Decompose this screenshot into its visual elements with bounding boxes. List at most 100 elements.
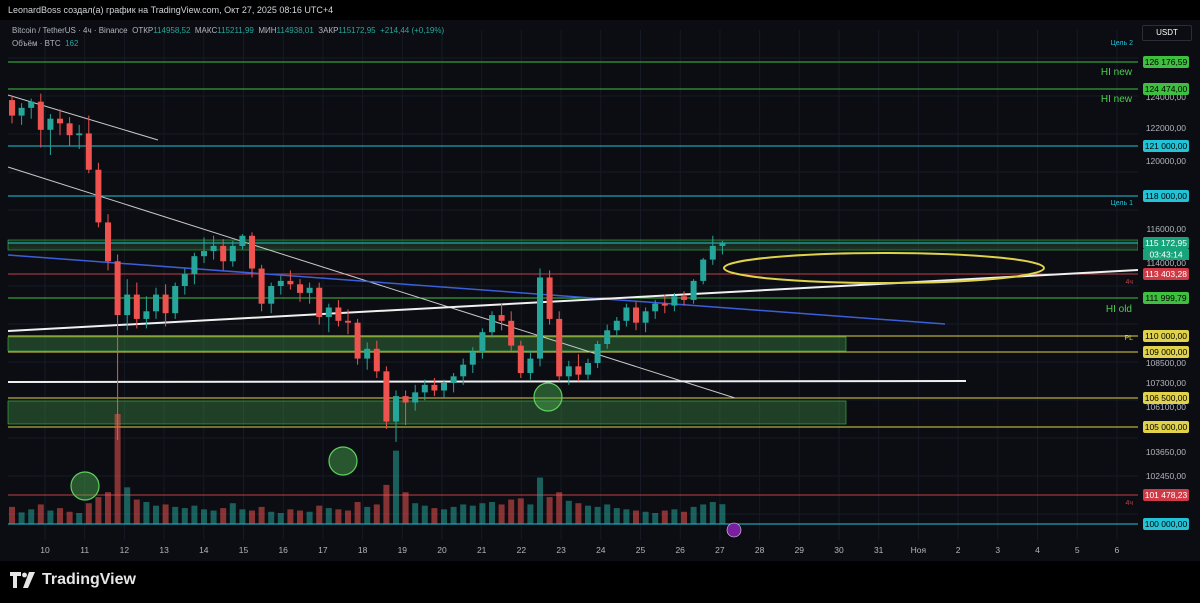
candle-body	[719, 242, 726, 246]
price-label-badge	[1143, 392, 1189, 404]
price-tick-label: 122000,00	[1146, 123, 1186, 133]
volume-bar	[441, 509, 447, 524]
candle-body	[239, 235, 246, 246]
tradingview-logo-icon	[10, 572, 35, 588]
volume-bar	[335, 509, 342, 524]
close-value: 115172,95	[338, 26, 376, 35]
price-label-badge	[1143, 330, 1189, 342]
volume-bar	[527, 504, 534, 524]
volume-bar	[47, 510, 54, 524]
low-label: МИН	[258, 26, 277, 35]
volume-legend: Объём · BTC 162	[12, 39, 78, 48]
candle-body	[201, 251, 207, 257]
currency-button[interactable]: USDT	[1142, 25, 1192, 41]
price-label-badge	[1143, 346, 1189, 358]
volume-bar	[633, 510, 639, 524]
volume-bar	[719, 504, 726, 524]
demand-zone-lower	[7, 400, 847, 425]
annotation-hi-new: HI new	[1101, 94, 1133, 105]
volume-bar	[421, 505, 428, 524]
candle-body	[421, 384, 428, 393]
candle-body	[105, 222, 111, 262]
price-label-text: 124 474,00	[1145, 84, 1188, 94]
time-tick-label: 3	[995, 545, 1000, 555]
candle-body	[57, 118, 63, 124]
candle-body	[700, 259, 707, 281]
time-tick-label: 12	[120, 545, 130, 555]
volume-bar	[85, 503, 92, 524]
demand-zone-upper	[7, 336, 847, 352]
volume-bar	[153, 505, 159, 524]
annotation-hi-old: HI old	[1106, 304, 1132, 315]
volume-bar	[220, 508, 227, 524]
price-line-tag: 4ч	[1125, 279, 1133, 286]
candle-body	[297, 284, 303, 293]
time-tick-label: 23	[556, 545, 566, 555]
price-label-text: 111 999,79	[1145, 293, 1187, 303]
candle-body	[210, 245, 217, 252]
volume-bar	[306, 511, 313, 524]
price-label-text: 126 176,59	[1145, 57, 1188, 67]
price-label-badge	[1143, 56, 1189, 68]
symbol-name[interactable]: Bitcoin / TetherUS · 4ч · Binance	[12, 26, 128, 35]
price-label-badge	[1143, 489, 1189, 501]
volume-bars	[9, 414, 726, 524]
volume-bar	[287, 509, 294, 524]
volume-bar	[249, 510, 255, 524]
candle-body	[354, 322, 361, 359]
brand-name: TradingView	[42, 571, 136, 588]
trendline-support	[7, 269, 1139, 332]
candle-body	[220, 245, 227, 262]
candle-body	[393, 396, 399, 422]
volume-bar	[690, 506, 697, 524]
price-tick-label: 120000,00	[1146, 156, 1186, 166]
candle-body	[565, 366, 572, 377]
candles	[9, 93, 726, 442]
volume-label[interactable]: Объём · BTC	[12, 39, 61, 48]
open-label: ОТКР	[132, 26, 154, 35]
candle-body	[613, 320, 620, 331]
tradingview-logo: TradingView	[10, 571, 136, 589]
volume-bar	[258, 506, 265, 524]
candle-body	[124, 294, 131, 316]
price-label-text: 110 000,00	[1145, 331, 1187, 341]
volume-bar	[594, 506, 601, 524]
volume-bar	[556, 492, 563, 524]
marker-circle	[70, 471, 100, 501]
price-label-text: 121 000,00	[1145, 141, 1188, 151]
volume-bar	[709, 502, 716, 524]
time-tick-label: 15	[239, 545, 249, 555]
volume-bar	[239, 509, 246, 524]
volume-bar	[393, 450, 399, 524]
candle-body	[431, 384, 438, 391]
volume-bar	[229, 503, 236, 524]
candle-body	[345, 320, 351, 323]
price-label-text: 101 478,23	[1145, 490, 1188, 500]
candle-body	[277, 280, 284, 287]
time-tick-label: 11	[80, 545, 89, 555]
candle-body	[383, 371, 390, 422]
volume-bar	[114, 414, 121, 524]
price-label-badge	[1143, 268, 1189, 280]
volume-bar	[642, 511, 649, 524]
volume-bar	[489, 502, 495, 524]
price-axis	[1138, 20, 1200, 561]
low-value: 114938,01	[276, 26, 314, 35]
volume-bar	[412, 503, 419, 524]
price-label-text: 113 403,28	[1145, 269, 1187, 279]
candle-body	[585, 363, 591, 375]
candle-body	[306, 287, 313, 293]
volume-bar	[479, 503, 486, 524]
time-tick-label: 16	[278, 545, 288, 555]
lightning-icon	[726, 522, 742, 538]
volume-bar	[681, 511, 687, 524]
volume-bar	[661, 510, 668, 524]
volume-bar	[613, 508, 620, 524]
candle-body	[162, 294, 169, 314]
volume-bar	[364, 506, 371, 524]
time-tick-label: 6	[1115, 545, 1120, 555]
volume-bar	[498, 504, 505, 524]
symbol-header: Bitcoin / TetherUS · 4ч · Binance ОТКР 11…	[12, 26, 444, 35]
volume-bar	[450, 506, 457, 524]
